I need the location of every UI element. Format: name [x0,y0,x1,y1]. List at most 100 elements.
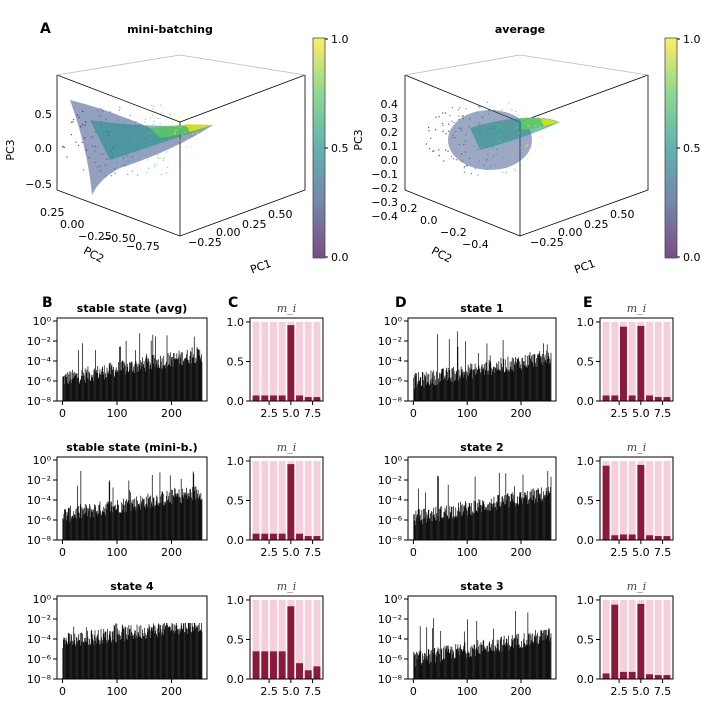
spectrum-bar [503,501,505,540]
spectrum-bar [157,359,159,401]
spectrum-bar [117,633,119,679]
spectrum-bar [166,623,167,679]
spectrum-bar [142,629,143,679]
spectrum-bar [544,495,545,540]
spectrum-bar [191,499,193,540]
membership-frame [249,595,324,680]
spectrum-bar [172,630,174,679]
spectrum-bar [81,370,83,401]
membership-panel-1: m_i1.00.50.02.5 5.0 7.5 [227,302,324,420]
spectrum-bar [491,639,493,679]
spectrum-bar [190,492,192,540]
spectrum-bar [161,635,162,679]
spectrum-bar [178,489,180,540]
spectrum-bar [195,499,196,540]
spectrum-bar [107,628,108,679]
pca-point-left [175,147,177,149]
spectrum-bar [459,655,460,679]
membership-bar [278,651,286,679]
spectrum-bar [431,378,433,401]
spectrum-bar [108,481,110,540]
spectrum-bar [449,511,451,540]
pca-point-left [126,155,129,157]
pca-point-left [160,173,163,176]
spectrum-bar [530,358,531,401]
spectrum-bar [144,506,146,540]
spectrum-bar [67,633,69,679]
pca-point-left [134,125,137,127]
pca-point-right [464,166,466,168]
pca-point-left [122,156,125,158]
spectrum-bar [114,505,116,540]
spectrum-bar [460,378,461,401]
spectrum-bar [148,358,149,401]
spectrum-bar [440,505,442,540]
panel-label-d: D [395,295,407,311]
pca-point-right [448,123,450,125]
spectrum-bar [483,363,485,401]
spectrum-bar [139,636,141,679]
pca-point-left [179,140,181,142]
spectrum-bar [434,517,436,540]
spectrum-bar [75,373,76,401]
spectrum-bar [511,493,513,540]
pca-point-left [166,166,169,168]
pca-point-left [178,138,180,140]
spectrum-bar [506,369,508,401]
spectrum-bar [498,361,500,401]
spectrum-bar [172,624,173,679]
spectrum-bar [490,498,492,540]
spectrum-bar [506,499,508,540]
spectrum-bar [469,514,471,540]
spectrum-bar [445,379,446,401]
spectrum-bar [467,515,468,540]
spectrum-bar [527,504,529,540]
spectrum-bar [157,624,159,679]
spectrum-bar [150,627,152,679]
spectrum-bar [126,363,128,401]
pca-point-left [152,114,154,116]
spectrum-bar [421,663,423,679]
membership-bar [287,325,295,401]
pca-point-left [132,157,134,159]
spectrum-bar [117,499,118,540]
spectrum-bar [164,629,166,679]
spectrum-frame [407,595,557,680]
spectrum-bar [198,623,200,679]
spectrum-bar [522,647,523,679]
spectrum-bar [101,371,102,401]
pca-point-left [105,118,107,120]
pca-point-left [83,137,86,139]
spectrum-bar [486,510,488,540]
spectrum-bar [193,623,195,679]
spectrum-bar [508,635,509,679]
spectrum-bar [190,631,192,679]
spectrum-bar [157,502,159,540]
pca-point-left [173,114,175,116]
spectrum-bar [108,640,110,679]
spectrum-bar [496,502,498,540]
spectrum-bar [525,645,527,679]
spectrum-bar [125,374,126,401]
spectrum-bar [187,628,189,679]
spectrum-bar [492,650,494,679]
membership-xtick-label: 7.5 [654,407,672,420]
spectrum-bar [160,624,161,679]
spectrum-bar [428,373,430,401]
spectrum-bar [133,633,135,679]
membership-bar [296,533,304,540]
pca-point-right [496,148,498,150]
spectrum-bar [547,358,549,401]
spectrum-bar [433,385,435,401]
spectrum-bar [505,367,507,401]
pca-point-left [140,132,142,134]
spectrum-bar [476,510,478,540]
membership-bar [313,536,321,540]
spectrum-bar [87,366,89,401]
spectrum-bar [154,504,156,540]
spectrum-bar [131,362,133,401]
membership-bar [637,464,645,540]
spectrum-bar [67,642,69,679]
spectrum-bar [183,360,184,401]
spectrum-bar [199,629,201,679]
